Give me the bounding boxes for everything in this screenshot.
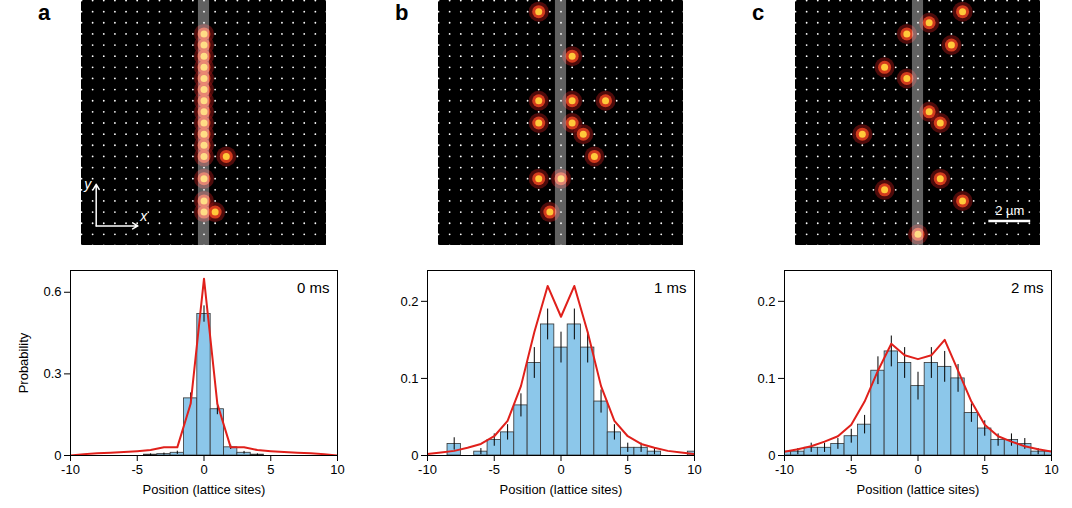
svg-text:0.3: 0.3: [43, 366, 61, 381]
svg-text:5: 5: [981, 462, 988, 477]
svg-text:0: 0: [768, 448, 775, 463]
svg-text:0.1: 0.1: [400, 371, 418, 386]
svg-text:-5: -5: [488, 462, 500, 477]
svg-text:0.2: 0.2: [400, 293, 418, 308]
svg-text:x: x: [139, 208, 148, 224]
svg-text:1 ms: 1 ms: [654, 279, 687, 296]
svg-text:2 ms: 2 ms: [1011, 279, 1044, 296]
svg-text:-10: -10: [418, 462, 437, 477]
svg-text:y: y: [83, 176, 92, 192]
svg-text:Position (lattice sites): Position (lattice sites): [143, 482, 266, 497]
svg-text:5: 5: [624, 462, 631, 477]
svg-text:0.1: 0.1: [757, 371, 775, 386]
svg-text:-5: -5: [131, 462, 143, 477]
svg-text:Probability: Probability: [16, 332, 31, 393]
svg-text:0: 0: [411, 448, 418, 463]
svg-text:Position (lattice sites): Position (lattice sites): [857, 482, 980, 497]
svg-text:10: 10: [330, 462, 344, 477]
svg-text:0: 0: [914, 462, 921, 477]
svg-text:0: 0: [200, 462, 207, 477]
svg-text:0.2: 0.2: [757, 293, 775, 308]
html-text:a: a: [38, 0, 51, 25]
svg-text:-5: -5: [845, 462, 857, 477]
svg-text:Position (lattice sites): Position (lattice sites): [500, 482, 623, 497]
svg-text:0: 0: [54, 448, 61, 463]
html-text:b: b: [395, 0, 409, 25]
svg-text:0: 0: [557, 462, 564, 477]
svg-text:0 ms: 0 ms: [297, 279, 330, 296]
svg-text:5: 5: [267, 462, 274, 477]
svg-text:-10: -10: [775, 462, 794, 477]
svg-text:10: 10: [1044, 462, 1058, 477]
svg-text:2 µm: 2 µm: [995, 203, 1024, 218]
html-text:c: c: [752, 0, 765, 25]
svg-text:0.6: 0.6: [43, 284, 61, 299]
svg-text:10: 10: [687, 462, 701, 477]
svg-text:-10: -10: [61, 462, 80, 477]
